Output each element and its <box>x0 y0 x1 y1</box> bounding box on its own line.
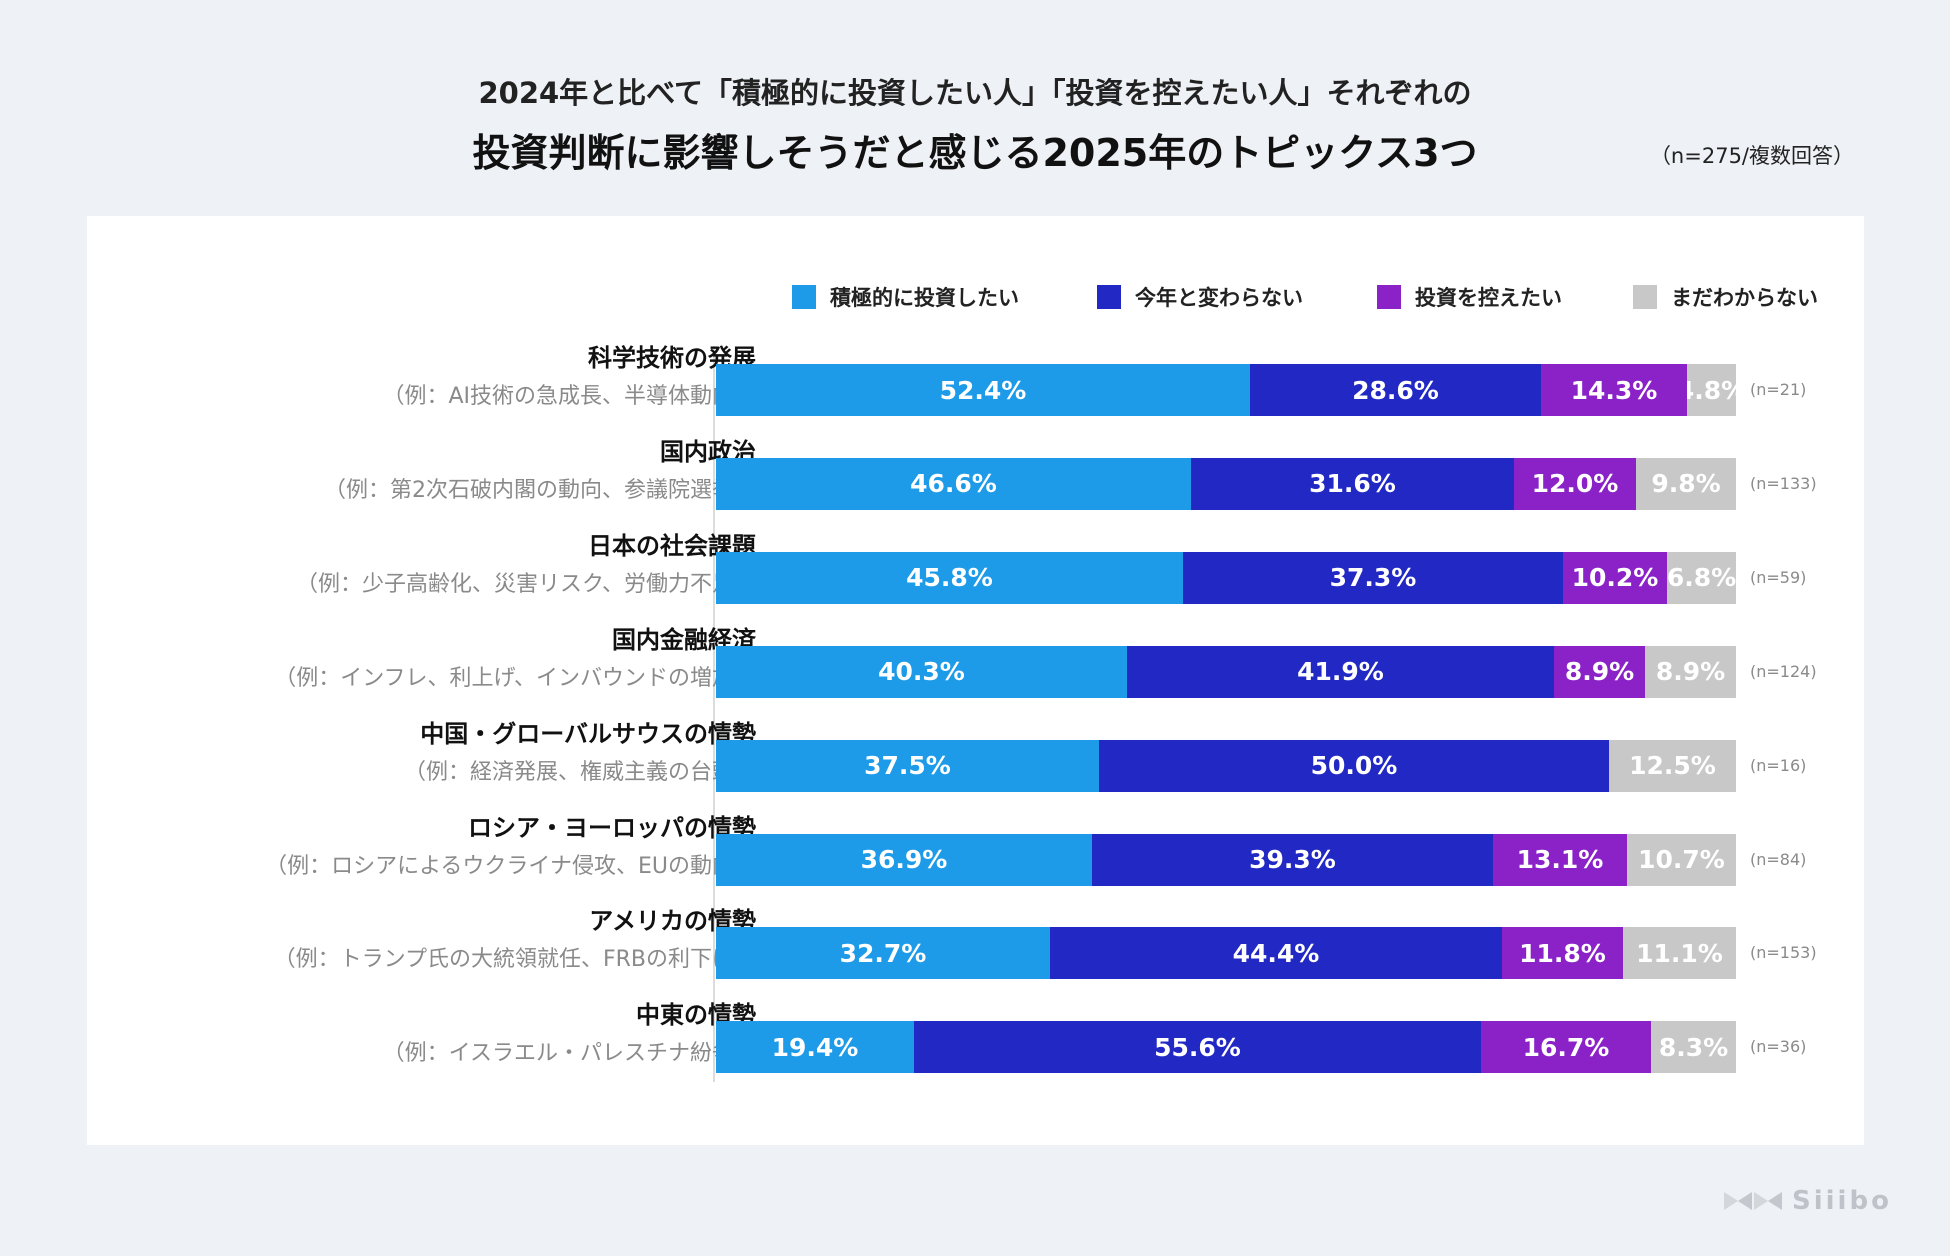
sample-size-label: (n=84) <box>1750 849 1807 869</box>
legend-item-hold-back: 投資を控えたい <box>1377 282 1562 312</box>
legend-swatch <box>792 285 816 309</box>
legend-swatch <box>1097 285 1121 309</box>
category-axis-line <box>713 346 715 1082</box>
sample-size-label: (n=36) <box>1750 1037 1807 1057</box>
legend-label: まだわからない <box>1671 286 1818 310</box>
bar-segment-hold-back: 11.8% <box>1502 927 1623 980</box>
bar-segment-invest-more: 52.4% <box>716 364 1250 416</box>
sample-size-label: (n=133) <box>1750 473 1817 493</box>
category-label: ロシア・ヨーロッパの情勢 <box>468 813 756 842</box>
bar-segment-unknown: 10.7% <box>1627 833 1736 886</box>
legend-swatch <box>1633 285 1657 309</box>
sample-size-label: (n=124) <box>1750 661 1817 681</box>
bar-segment-unknown: 9.8% <box>1636 457 1736 510</box>
bar-segment-invest-more: 19.4% <box>716 1021 914 1074</box>
legend-label: 投資を控えたい <box>1415 286 1562 310</box>
bar-segment-hold-back: 10.2% <box>1563 551 1667 604</box>
category-example: （例：第2次石破内閣の動向、参議院選挙） <box>324 477 756 503</box>
bar-segment-invest-more: 37.5% <box>716 739 1099 792</box>
bar-segment-invest-more: 46.6% <box>716 457 1191 510</box>
chart-panel: 積極的に投資したい 今年と変わらない 投資を控えたい まだわからない 科学技術の発展（… <box>87 216 1864 1145</box>
brand-logo: Siiibo <box>1722 1186 1892 1216</box>
bar-segment-unknown: 4.8% <box>1687 364 1736 416</box>
bar-segment-unknown: 6.8% <box>1667 551 1736 604</box>
bar-segment-same: 44.4% <box>1050 927 1502 980</box>
bar-segment-unknown: 8.3% <box>1651 1021 1736 1074</box>
legend-item-unknown: まだわからない <box>1633 282 1818 312</box>
bar-segment-invest-more: 32.7% <box>716 927 1050 980</box>
category-example: （例：インフレ、利上げ、インバウンドの増加） <box>274 665 756 691</box>
sample-size-label: (n=21) <box>1750 380 1807 399</box>
bar-segment-hold-back: 12.0% <box>1514 457 1636 510</box>
bar-segment-unknown: 12.5% <box>1609 739 1736 792</box>
sample-size-note: （n=275/複数回答） <box>1649 144 1854 168</box>
sample-size-label: (n=153) <box>1750 943 1817 963</box>
legend-item-same: 今年と変わらない <box>1097 282 1303 312</box>
legend-label: 積極的に投資したい <box>830 286 1019 310</box>
bar-segment-same: 55.6% <box>914 1021 1481 1074</box>
bar-segment-hold-back: 13.1% <box>1493 833 1627 886</box>
bar-segment-hold-back: 14.3% <box>1541 364 1687 416</box>
chart-title-line1: 2024年と比べて「積極的に投資したい人」「投資を控えたい人」それぞれの <box>478 76 1472 110</box>
category-example: （例：経済発展、権威主義の台頭） <box>403 759 756 785</box>
legend-swatch <box>1377 285 1401 309</box>
logo-mark-icon <box>1724 1192 1782 1210</box>
logo-text: Siiibo <box>1792 1186 1892 1216</box>
category-label: 中国・グローバルサウスの情勢 <box>420 719 756 748</box>
legend-item-invest-more: 積極的に投資したい <box>792 282 1019 312</box>
bar-segment-unknown: 8.9% <box>1645 645 1736 698</box>
category-example: （例：トランプ氏の大統領就任、FRBの利下げ） <box>273 947 756 973</box>
bar-segment-same: 28.6% <box>1250 364 1541 416</box>
sample-size-label: (n=59) <box>1750 567 1807 587</box>
chart-title-line2: 投資判断に影響しそうだと感じる2025年のトピックス3つ <box>472 131 1478 175</box>
sample-size-label: (n=16) <box>1750 755 1807 775</box>
bar-segment-same: 39.3% <box>1092 833 1493 886</box>
category-example: （例：イスラエル・パレスチナ紛争） <box>382 1041 756 1067</box>
bar-segment-hold-back: 8.9% <box>1554 645 1645 698</box>
legend-label: 今年と変わらない <box>1135 286 1303 310</box>
bar-segment-same: 41.9% <box>1127 645 1554 698</box>
bar-segment-invest-more: 36.9% <box>716 833 1092 886</box>
bar-segment-invest-more: 40.3% <box>716 645 1127 698</box>
bar-segment-hold-back: 16.7% <box>1481 1021 1651 1074</box>
bar-segment-same: 37.3% <box>1183 551 1563 604</box>
category-example: （例：AI技術の急成長、半導体動向） <box>382 384 756 409</box>
bar-segment-same: 31.6% <box>1191 457 1514 510</box>
bar-segment-unknown: 11.1% <box>1623 927 1736 980</box>
bar-segment-same: 50.0% <box>1099 739 1609 792</box>
category-example: （例：少子高齢化、災害リスク、労働力不足） <box>295 571 756 597</box>
category-example: （例：ロシアによるウクライナ侵攻、EUの動向） <box>265 853 756 879</box>
bar-segment-invest-more: 45.8% <box>716 551 1183 604</box>
